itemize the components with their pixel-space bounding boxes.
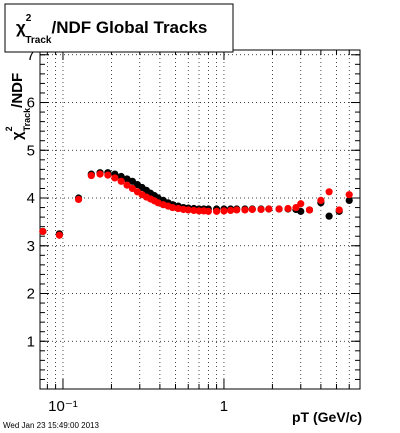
x-tick-label: 10⁻¹ [48,398,78,415]
data-point [325,212,333,220]
x-axis-label: pT (GeV/c) [292,409,362,425]
data-point [325,188,333,196]
data-point [74,195,83,204]
data-point [233,206,241,214]
data-point [204,207,212,215]
data-point [220,207,228,215]
y-tick-label: 2 [27,286,35,303]
data-point [297,200,305,208]
data-point [284,204,292,213]
data-point [305,206,314,214]
plot-area: 1 2 3 4 5 6 7 10⁻¹ 1 [27,47,361,415]
data-point [275,205,283,213]
data-point [87,171,95,180]
data-point [335,206,343,214]
data-point [345,196,353,205]
data-point [111,174,119,182]
frame [40,50,360,389]
data-point [104,171,112,179]
data-point [55,231,63,239]
data-point [39,227,47,236]
title-box [4,3,234,53]
data-point [96,170,104,178]
chart-title: χ2 Track/NDF Global Tracks [16,13,207,46]
y-tick-label: 6 [27,95,35,112]
data-point [190,206,198,215]
data-point [184,206,192,214]
data-point [265,205,273,213]
y-tick-label: 3 [27,238,35,255]
data-point [345,191,353,199]
data-point [297,207,305,215]
x-tick-label: 1 [220,398,228,415]
data-point [123,181,131,189]
data-point [169,203,177,212]
date-stamp: Wed Jan 23 15:49:00 2013 [3,421,99,430]
y-axis-label: χ2 Track/NDF [4,73,32,140]
data-point [212,207,221,215]
data-point [317,196,325,205]
data-point [227,206,235,215]
data-point [117,177,125,185]
y-tick-label: 5 [27,142,35,159]
y-tick-label: 7 [27,47,35,64]
data-point [292,203,300,212]
data-point [257,205,265,214]
data-point [241,206,249,214]
y-tick-label: 1 [27,333,35,350]
data-point [123,175,131,183]
data-point [248,205,256,214]
y-tick-label: 4 [27,190,35,207]
